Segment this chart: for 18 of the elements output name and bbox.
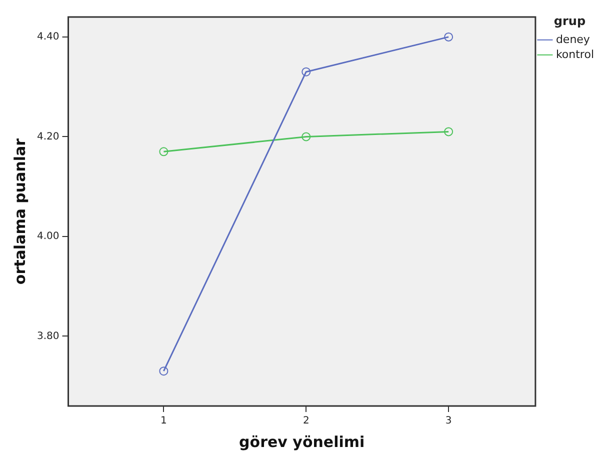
y-tick-label: 4.00: [37, 231, 60, 242]
point: [444, 32, 454, 42]
point: [444, 127, 454, 136]
x-tick-label: 2: [302, 416, 310, 427]
x-tick-label: 3: [445, 416, 452, 427]
x-axis-title: görev yönelimi: [239, 432, 365, 451]
point: [159, 366, 168, 376]
legend-label: deney: [556, 32, 590, 46]
point: [159, 147, 168, 156]
point: [302, 132, 311, 142]
point: [302, 67, 311, 76]
y-tick-label: 4.40: [37, 32, 60, 43]
legend-title: grup: [554, 14, 586, 28]
y-tick-label: 4.20: [37, 131, 60, 142]
y-tick-label: 3.80: [37, 330, 60, 342]
legend-label: kontrol: [556, 48, 594, 61]
x-tick-label: 1: [160, 416, 167, 427]
y-axis-title: ortalama puanlar: [10, 138, 29, 285]
